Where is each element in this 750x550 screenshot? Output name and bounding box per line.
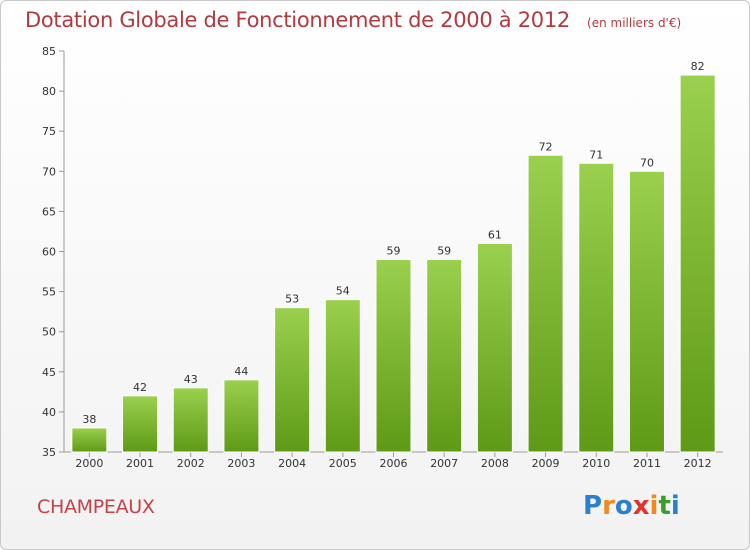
x-tick-label-2004: 2004: [278, 457, 306, 470]
bar-2001: [122, 395, 159, 453]
x-tick-label-2009: 2009: [532, 457, 560, 470]
bar-2008: [476, 242, 513, 453]
bar-2003: [223, 379, 260, 453]
bar-2004: [274, 307, 311, 453]
bar-2007: [426, 259, 463, 453]
logo-letter: i: [670, 491, 680, 521]
y-tick-label: 40: [42, 406, 56, 419]
data-label-2007: 59: [437, 245, 451, 258]
logo-letter: r: [602, 491, 615, 521]
x-tick-label-2011: 2011: [633, 457, 661, 470]
bar-2009: [527, 154, 564, 453]
data-label-2002: 43: [184, 373, 198, 386]
x-tick-label-2007: 2007: [430, 457, 458, 470]
data-label-2006: 59: [387, 245, 401, 258]
chart-unit: (en milliers d'€): [587, 16, 682, 30]
logo-letter: x: [632, 491, 650, 521]
data-label-2008: 61: [488, 228, 502, 241]
bars: [71, 74, 716, 453]
proxiti-logo: Proxiti: [583, 491, 680, 521]
y-tick-label: 35: [42, 446, 56, 459]
x-tick-label-2006: 2006: [380, 457, 408, 470]
logo-letter: t: [658, 491, 671, 521]
x-tick-label-2005: 2005: [329, 457, 357, 470]
data-label-2000: 38: [82, 413, 96, 426]
data-label-2010: 71: [589, 148, 603, 161]
commune-name: CHAMPEAUX: [37, 496, 155, 518]
data-label-2011: 70: [640, 156, 654, 169]
x-tick-label-2002: 2002: [177, 457, 205, 470]
data-label-2012: 82: [691, 60, 705, 73]
data-label-2005: 54: [336, 285, 350, 298]
x-tick-label-2010: 2010: [582, 457, 610, 470]
data-labels: 38 42 43 44 53 54 59 59 61 72 71 70 82: [82, 60, 704, 426]
y-tick-label: 70: [42, 165, 56, 178]
bar-2012: [679, 74, 716, 453]
x-tick-label-2000: 2000: [75, 457, 103, 470]
bar-2002: [172, 387, 209, 453]
bar-2010: [578, 162, 615, 453]
bar-2011: [628, 170, 665, 453]
logo-letter: o: [614, 491, 633, 521]
x-tick-label-2012: 2012: [684, 457, 712, 470]
y-tick-label: 65: [42, 205, 56, 218]
chart-header: Dotation Globale de Fonctionnement de 20…: [25, 8, 681, 32]
x-tick-label-2008: 2008: [481, 457, 509, 470]
y-tick-label: 85: [42, 45, 56, 58]
logo-letter: i: [649, 491, 659, 521]
y-tick-label: 55: [42, 286, 56, 299]
data-label-2001: 42: [133, 381, 147, 394]
bar-2005: [324, 299, 361, 453]
data-label-2004: 53: [285, 293, 299, 306]
axes: 35 40 45 50 55 60 65 70 75 80 85 2000 2001 2002 2003 20…: [42, 45, 723, 470]
logo-letter: P: [583, 491, 603, 521]
y-tick-label: 50: [42, 326, 56, 339]
x-tick-label-2001: 2001: [126, 457, 154, 470]
data-label-2009: 72: [539, 140, 553, 153]
bar-2000: [71, 427, 108, 453]
x-tick-label-2003: 2003: [227, 457, 255, 470]
y-tick-label: 75: [42, 125, 56, 138]
y-tick-label: 45: [42, 366, 56, 379]
chart-title: Dotation Globale de Fonctionnement de 20…: [25, 8, 570, 32]
data-label-2003: 44: [234, 365, 248, 378]
y-tick-label: 80: [42, 85, 56, 98]
bar-2006: [375, 259, 412, 453]
y-tick-label: 60: [42, 246, 56, 259]
